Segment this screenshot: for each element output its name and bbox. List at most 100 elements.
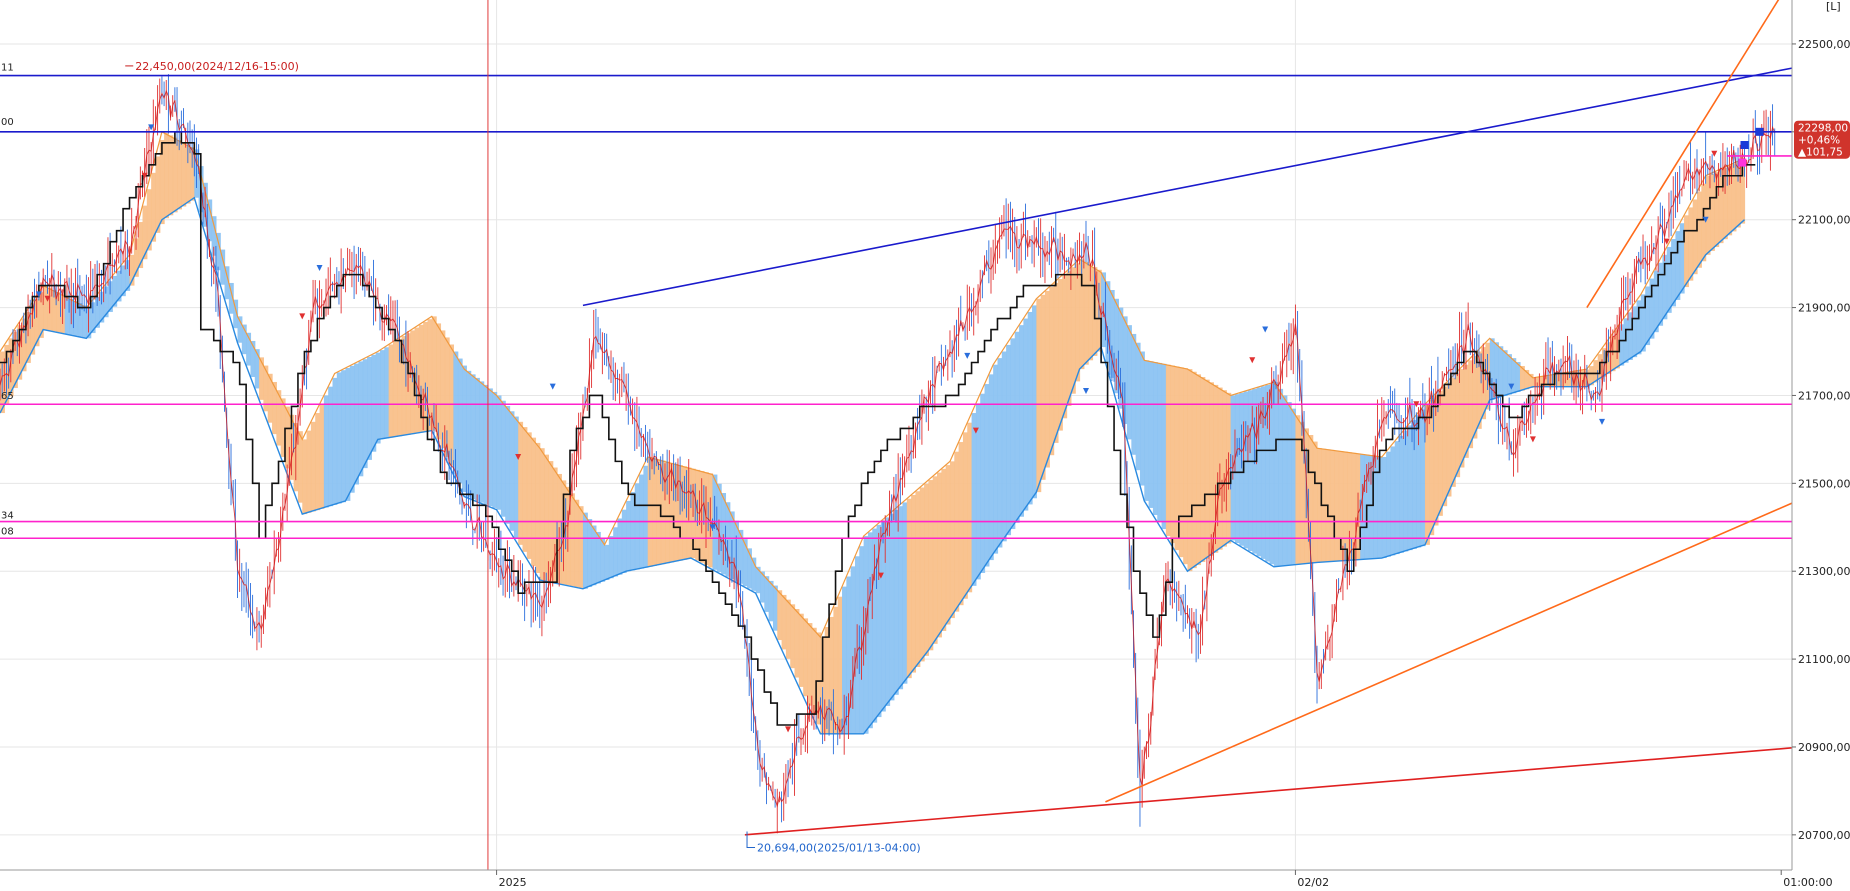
cloud-slice: [237, 316, 243, 343]
cloud-slice: [241, 324, 247, 355]
cloud-slice: [751, 557, 757, 591]
cloud-slice: [1653, 270, 1659, 333]
cloud-slice: [1593, 360, 1599, 383]
cloud-slice: [1347, 452, 1353, 561]
cloud-slice: [297, 431, 303, 503]
cloud-slice: [626, 500, 632, 572]
cloud-slice: [807, 623, 813, 706]
cloud-slice: [1455, 373, 1461, 478]
cloud-slice: [1412, 420, 1417, 549]
cloud-slice: [25, 311, 31, 363]
cloud-slice: [652, 458, 657, 566]
cloud-slice: [1144, 360, 1150, 501]
cloud-slice: [1252, 388, 1258, 554]
cloud-slice: [975, 403, 981, 580]
signal-marker: [972, 427, 979, 434]
cloud-slice: [302, 439, 308, 515]
cloud-slice: [915, 491, 921, 667]
cloud-slice: [772, 585, 778, 631]
cloud-slice: [1079, 259, 1085, 370]
cloud-slice: [1472, 355, 1478, 439]
cloud-slice: [1057, 279, 1063, 431]
cloud-slice: [1394, 441, 1400, 555]
price-series: [0, 74, 1776, 834]
cloud-slice: [850, 566, 856, 734]
cloud-slice: [43, 285, 49, 330]
cloud-slice: [1632, 306, 1638, 358]
trendline-6: [582, 67, 1793, 307]
cloud-slice: [811, 627, 817, 716]
cloud-slice: [898, 506, 904, 690]
y-tick-label: 21300,00: [1798, 565, 1850, 578]
cloud-slice: [513, 416, 519, 538]
cloud-slice: [1627, 312, 1633, 360]
signal-marker: [549, 383, 556, 390]
cloud-slice: [159, 140, 165, 225]
cloud-slice: [1196, 374, 1202, 566]
cloud-slice: [246, 332, 252, 366]
cloud-slice: [725, 502, 731, 577]
cloud-slice: [759, 571, 765, 603]
cloud-slice: [1377, 456, 1383, 559]
cloud-slice: [215, 232, 221, 271]
top-right-label: [L]: [1826, 0, 1841, 13]
trendline-8: [1105, 502, 1793, 803]
cloud-slice: [837, 596, 843, 734]
cloud-slice: [1122, 316, 1128, 425]
cloud-slice: [1429, 399, 1435, 536]
cloud-slice: [1494, 342, 1499, 399]
cloud-slice: [893, 509, 899, 695]
cloud-slice: [328, 386, 334, 507]
cloud-slice: [738, 529, 744, 584]
cloud-slice: [1127, 325, 1132, 440]
cloud-slice: [276, 390, 282, 446]
cloud-slice: [846, 576, 852, 734]
signal-marker: [35, 291, 42, 298]
cloud-slice: [777, 590, 783, 641]
cloud-slice: [518, 421, 524, 545]
y-tick-label: 20700,00: [1798, 829, 1850, 842]
cloud-slice: [1489, 338, 1495, 400]
cloud-slice: [116, 270, 122, 302]
cloud-slice: [1269, 383, 1275, 565]
cloud-slice: [1381, 456, 1387, 559]
cloud-slice: [1053, 282, 1059, 443]
marker-square-blue: [1755, 127, 1764, 136]
cloud-slice: [1334, 450, 1340, 562]
cloud-slice: [250, 340, 256, 377]
cloud-slice: [656, 459, 662, 566]
annotations: 22,450,00(2024/12/16-15:00) 20,694,00(202…: [1, 60, 1764, 854]
cloud-slice: [466, 370, 472, 498]
cloud-slice: [284, 406, 290, 469]
left-edge-label-0: 11: [1, 62, 14, 73]
cloud-slice: [1265, 384, 1271, 562]
cloud-slice: [38, 292, 44, 338]
cloud-slice: [1420, 409, 1426, 547]
cloud-slice: [397, 338, 403, 437]
ichimoku-cloud: [0, 130, 1746, 735]
price-box-line: 22298,00: [1798, 123, 1848, 135]
cloud-slice: [842, 586, 847, 734]
trend-lines: [0, 0, 1793, 870]
signal-marker: [1249, 357, 1256, 364]
cloud-slice: [444, 337, 450, 457]
cloud-slice: [1317, 448, 1322, 563]
cloud-slice: [1308, 435, 1314, 564]
cloud-slice: [500, 400, 506, 517]
cloud-slice: [945, 465, 951, 625]
cloud-slice: [1519, 366, 1525, 391]
cloud-slice: [462, 365, 467, 493]
cloud-slice: [1165, 364, 1171, 537]
cloud-slice: [1662, 254, 1668, 320]
cloud-slice: [1722, 167, 1728, 240]
cloud-slice: [1213, 384, 1219, 553]
signal-marker: [148, 124, 155, 131]
cloud-slice: [168, 135, 174, 216]
cloud-slice: [1295, 415, 1301, 565]
cloud-slice: [539, 448, 545, 580]
cloud-slice: [721, 493, 727, 575]
cloud-slice: [1403, 430, 1409, 552]
cloud-slice: [1178, 367, 1184, 558]
